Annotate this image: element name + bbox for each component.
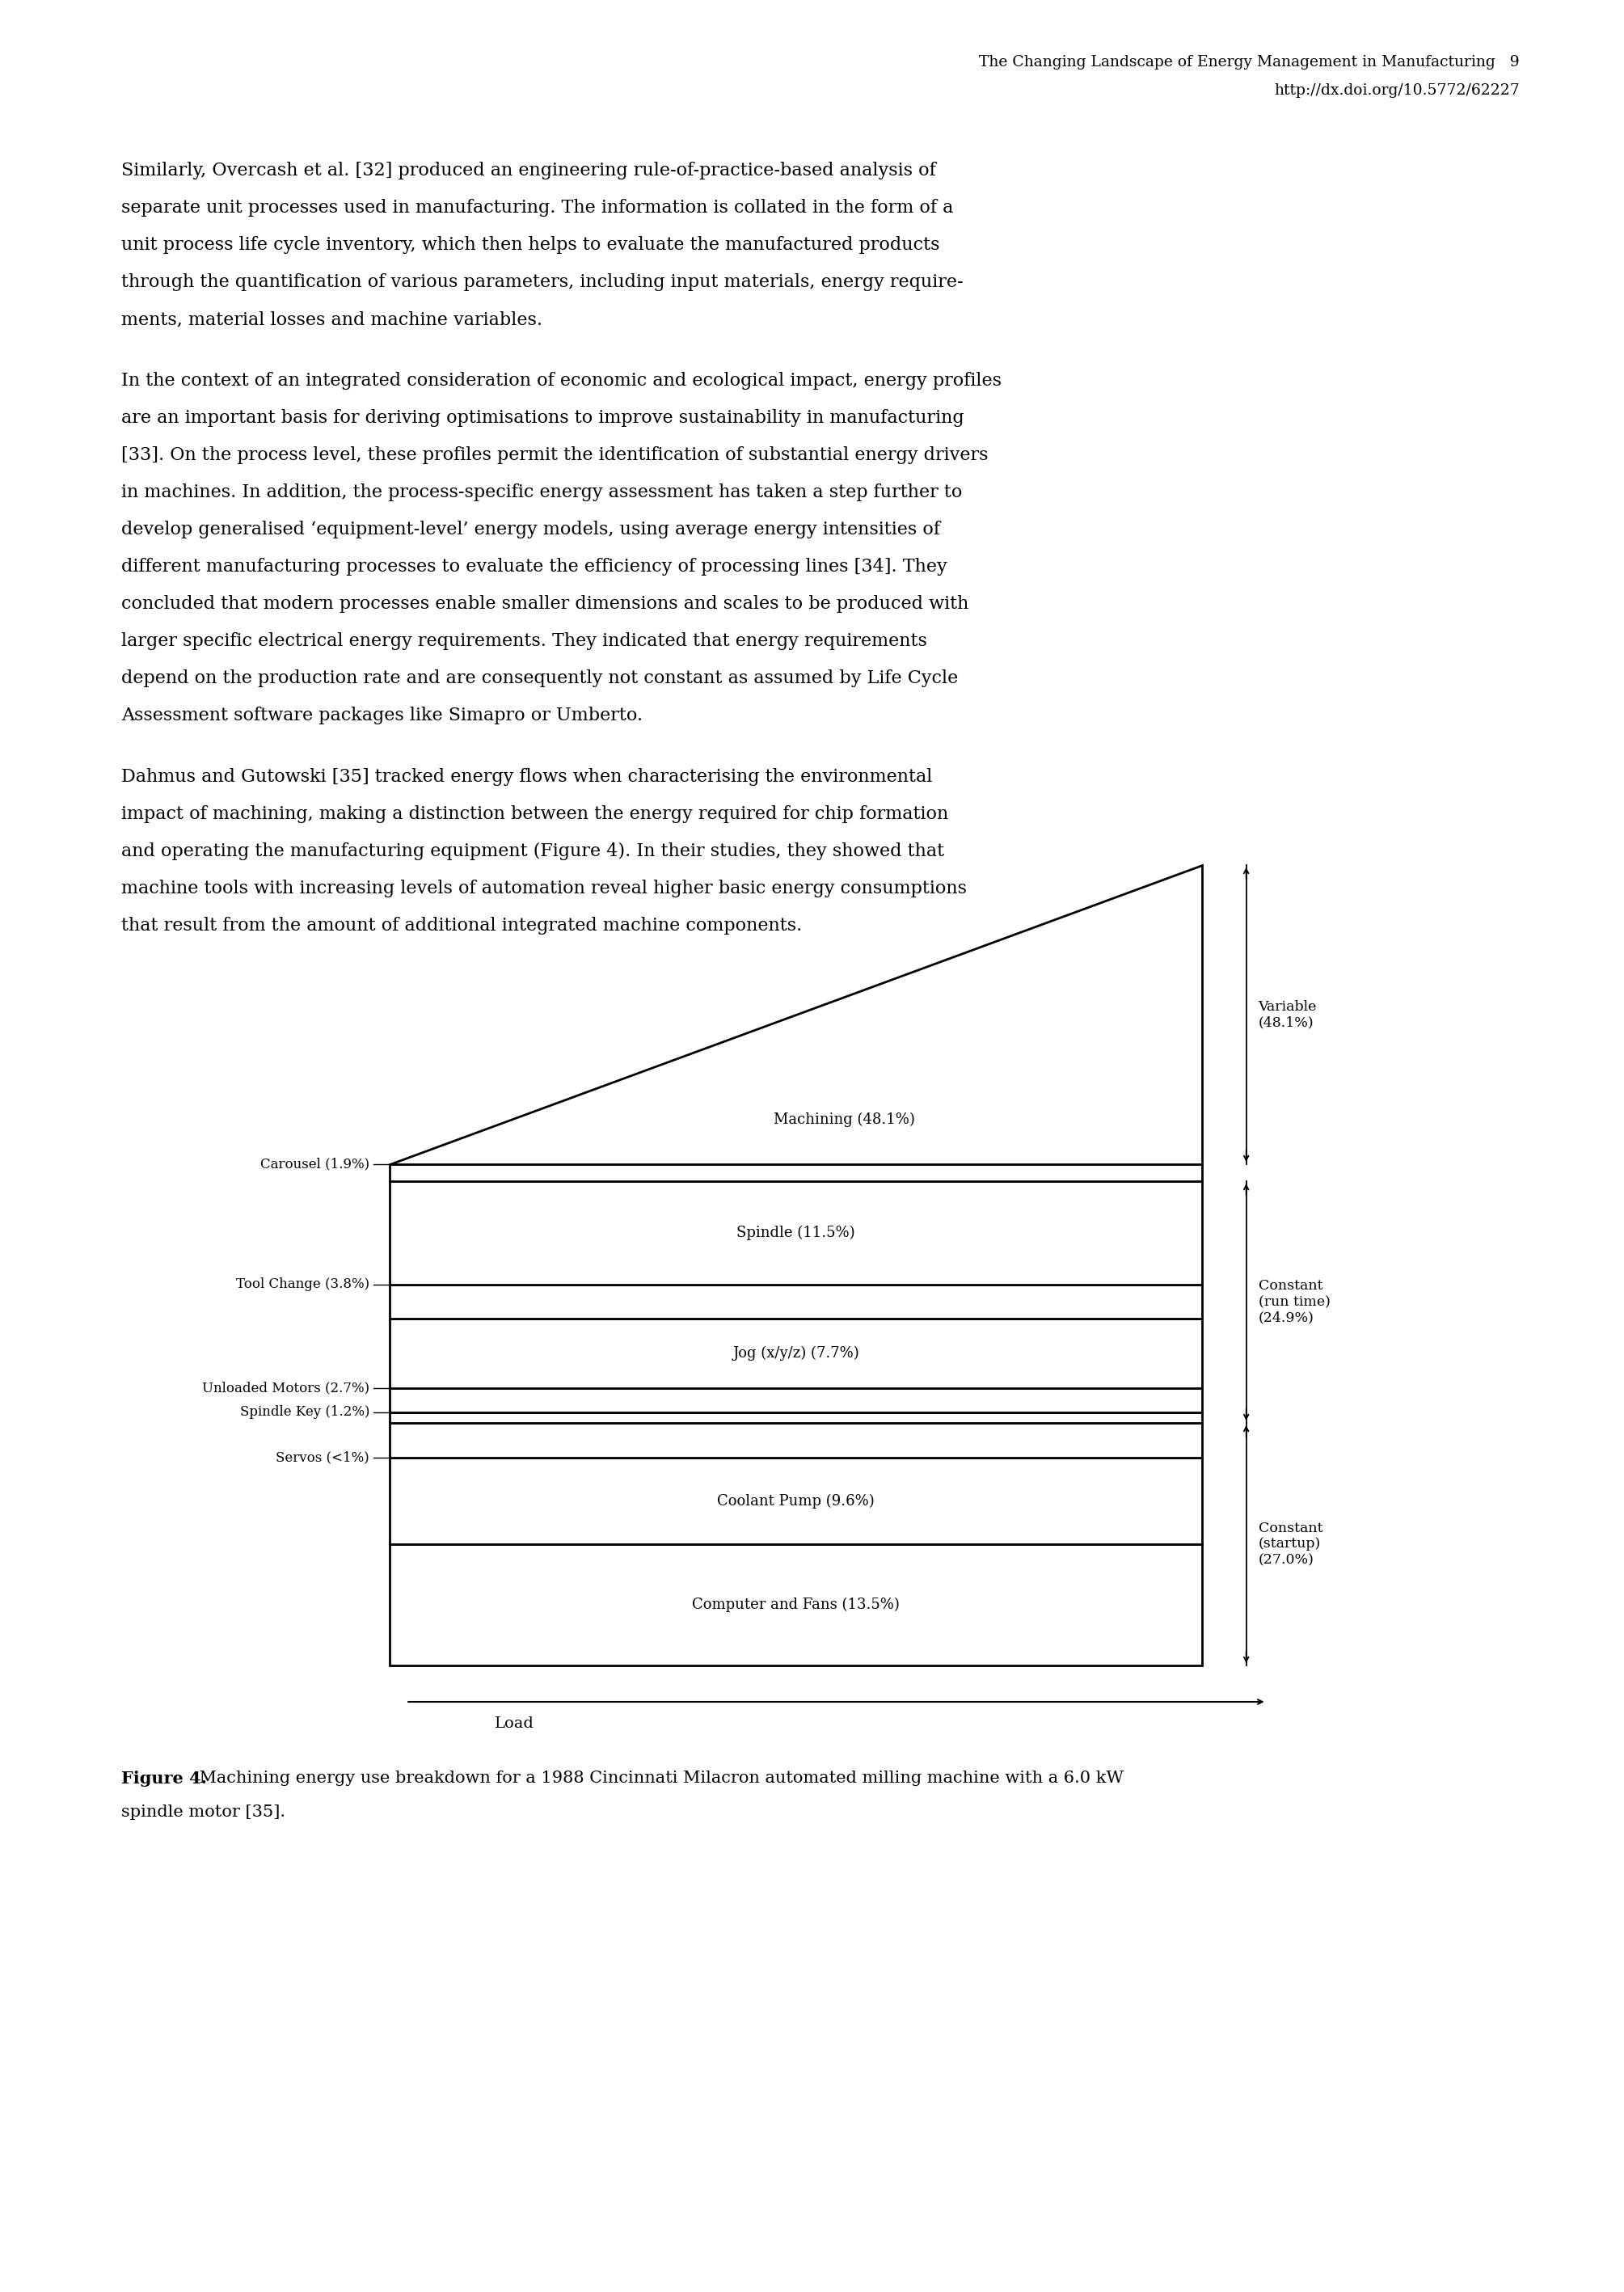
Bar	[390, 1284, 1202, 1318]
Text: Figure 4.: Figure 4.	[122, 1769, 206, 1788]
Bar	[390, 1545, 1202, 1666]
Text: Machining energy use breakdown for a 1988 Cincinnati Milacron automated milling : Machining energy use breakdown for a 198…	[193, 1769, 1124, 1785]
Text: Constant
(run time)
(24.9%): Constant (run time) (24.9%)	[1259, 1279, 1330, 1325]
Text: different manufacturing processes to evaluate the efficiency of processing lines: different manufacturing processes to eva…	[122, 557, 947, 575]
Text: and operating the manufacturing equipment (Figure 4). In their studies, they sho: and operating the manufacturing equipmen…	[122, 843, 944, 860]
Text: develop generalised ‘equipment-level’ energy models, using average energy intens: develop generalised ‘equipment-level’ en…	[122, 520, 940, 539]
Text: separate unit processes used in manufacturing. The information is collated in th: separate unit processes used in manufact…	[122, 199, 953, 218]
Bar	[390, 1318, 1202, 1389]
Bar	[390, 1164, 1202, 1180]
Text: [33]. On the process level, these profiles permit the identification of substant: [33]. On the process level, these profil…	[122, 447, 989, 463]
Text: Variable
(48.1%): Variable (48.1%)	[1259, 999, 1317, 1029]
Text: Tool Change (3.8%): Tool Change (3.8%)	[235, 1277, 370, 1290]
Bar	[390, 1423, 1202, 1458]
Text: machine tools with increasing levels of automation reveal higher basic energy co: machine tools with increasing levels of …	[122, 880, 966, 898]
Text: impact of machining, making a distinction between the energy required for chip f: impact of machining, making a distinctio…	[122, 804, 948, 823]
Text: Similarly, Overcash et al. [32] produced an engineering rule-of-practice-based a: Similarly, Overcash et al. [32] produced…	[122, 163, 935, 179]
Text: depend on the production rate and are consequently not constant as assumed by Li: depend on the production rate and are co…	[122, 669, 958, 688]
Text: In the context of an integrated consideration of economic and ecological impact,: In the context of an integrated consider…	[122, 371, 1002, 390]
Text: through the quantification of various parameters, including input materials, ene: through the quantification of various pa…	[122, 273, 963, 291]
Polygon shape	[390, 864, 1202, 1164]
Text: Unloaded Motors (2.7%): Unloaded Motors (2.7%)	[201, 1382, 370, 1396]
Bar	[390, 1389, 1202, 1412]
Text: Carousel (1.9%): Carousel (1.9%)	[260, 1157, 370, 1171]
Text: unit process life cycle inventory, which then helps to evaluate the manufactured: unit process life cycle inventory, which…	[122, 236, 940, 254]
Text: The Changing Landscape of Energy Management in Manufacturing   9: The Changing Landscape of Energy Managem…	[979, 55, 1520, 69]
Text: Computer and Fans (13.5%): Computer and Fans (13.5%)	[692, 1598, 900, 1611]
Text: larger specific electrical energy requirements. They indicated that energy requi: larger specific electrical energy requir…	[122, 633, 927, 651]
Bar	[390, 1458, 1202, 1545]
Text: Jog (x/y/z) (7.7%): Jog (x/y/z) (7.7%)	[732, 1345, 859, 1361]
Text: are an important basis for deriving optimisations to improve sustainability in m: are an important basis for deriving opti…	[122, 408, 965, 426]
Text: Servos (<1%): Servos (<1%)	[276, 1451, 370, 1465]
Text: Constant
(startup)
(27.0%): Constant (startup) (27.0%)	[1259, 1522, 1322, 1568]
Text: ments, material losses and machine variables.: ments, material losses and machine varia…	[122, 309, 542, 328]
Text: http://dx.doi.org/10.5772/62227: http://dx.doi.org/10.5772/62227	[1275, 83, 1520, 99]
Bar	[390, 1180, 1202, 1284]
Text: Load: Load	[495, 1717, 534, 1730]
Text: spindle motor [35].: spindle motor [35].	[122, 1804, 286, 1820]
Bar	[390, 1412, 1202, 1423]
Text: Assessment software packages like Simapro or Umberto.: Assessment software packages like Simapr…	[122, 706, 643, 724]
Text: Spindle Key (1.2%): Spindle Key (1.2%)	[240, 1405, 370, 1419]
Text: concluded that modern processes enable smaller dimensions and scales to be produ: concluded that modern processes enable s…	[122, 596, 970, 612]
Text: Dahmus and Gutowski [35] tracked energy flows when characterising the environmen: Dahmus and Gutowski [35] tracked energy …	[122, 768, 932, 786]
Text: Coolant Pump (9.6%): Coolant Pump (9.6%)	[718, 1494, 874, 1508]
Text: Spindle (11.5%): Spindle (11.5%)	[737, 1226, 854, 1240]
Text: that result from the amount of additional integrated machine components.: that result from the amount of additiona…	[122, 917, 802, 935]
Text: Machining (48.1%): Machining (48.1%)	[773, 1112, 914, 1128]
Text: in machines. In addition, the process-specific energy assessment has taken a ste: in machines. In addition, the process-sp…	[122, 484, 963, 502]
